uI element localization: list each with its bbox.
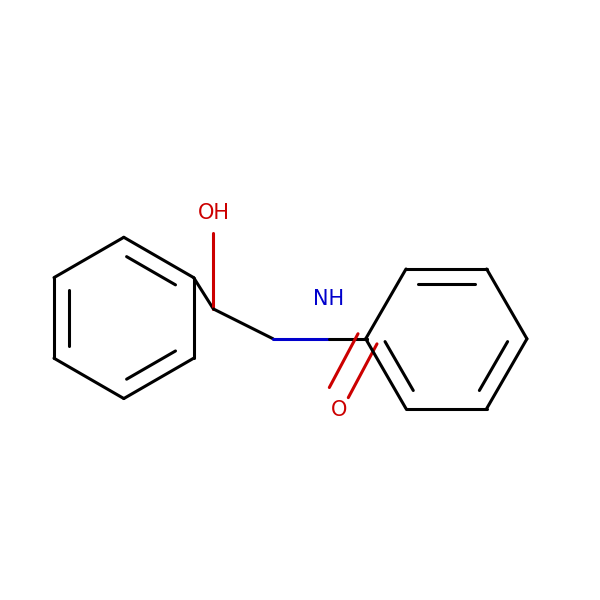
Text: NH: NH [313, 289, 344, 309]
Text: O: O [331, 400, 347, 421]
Text: OH: OH [197, 203, 229, 223]
